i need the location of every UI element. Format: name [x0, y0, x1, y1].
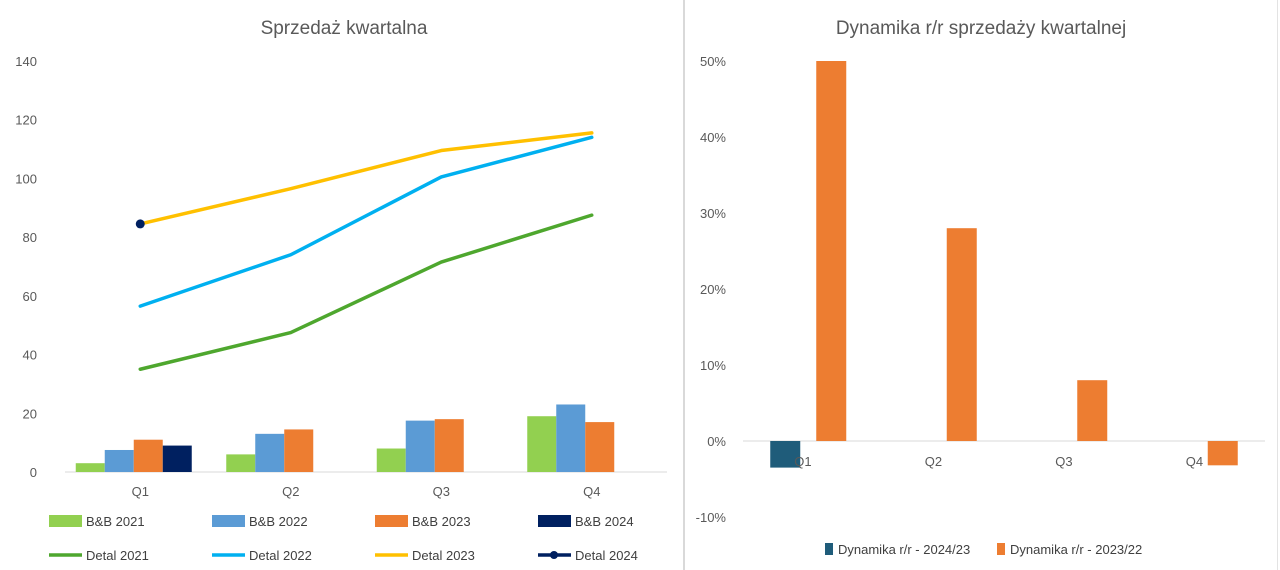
- y-tick-label: 50%: [700, 54, 726, 69]
- y-tick-label: 40: [23, 348, 37, 363]
- bar-yoy-2023-22: [816, 61, 847, 441]
- legend-label: Detal 2024: [575, 548, 638, 563]
- sales-chart: Sprzedaż kwartalna 0 20 40 60 80 100 120 140 Q1 Q2…: [15, 18, 667, 563]
- x-tick-label: Q4: [583, 484, 600, 499]
- y-tick-label: 20%: [700, 282, 726, 297]
- bar-yoy-2023-22: [1077, 380, 1108, 441]
- legend-label: Detal 2022: [249, 548, 312, 563]
- y-tick-label: 80: [23, 230, 37, 245]
- legend-swatch-yoy-2023-22: [997, 543, 1005, 555]
- y-tick-label: -10%: [696, 510, 727, 525]
- y-tick-label: 120: [15, 113, 37, 128]
- left-chart-panel: Sprzedaż kwartalna 0 20 40 60 80 100 120 140 Q1 Q2…: [15, 18, 667, 563]
- legend-label: Dynamika r/r - 2023/22: [1010, 542, 1142, 557]
- y-tick-label: 40%: [700, 130, 726, 145]
- legend-swatch-yoy-2024-23: [825, 543, 833, 555]
- line-detal-2021: [138, 213, 594, 371]
- legend-swatch-b-b-2022: [212, 515, 245, 527]
- bar-b-b-2023: [133, 439, 163, 472]
- x-tick-label: Q2: [282, 484, 299, 499]
- legend-label: B&B 2022: [249, 514, 308, 529]
- bar-b-b-2022: [255, 433, 285, 472]
- bar-b-b-2021: [527, 416, 557, 472]
- chart-title: Dynamika r/r sprzedaży kwartalnej: [836, 18, 1126, 39]
- legend-label: B&B 2021: [86, 514, 145, 529]
- bar-b-b-2023: [284, 429, 314, 472]
- x-tick-label: Q3: [1055, 454, 1072, 469]
- bar-b-b-2021: [75, 463, 105, 472]
- legend-label: Dynamika r/r - 2024/23: [838, 542, 970, 557]
- chart-title: Sprzedaż kwartalna: [261, 18, 428, 39]
- bar-b-b-2021: [226, 454, 256, 472]
- legend-marker-detal-2024: [550, 551, 558, 559]
- line-detal-2023: [138, 131, 594, 226]
- bar-yoy-2023-22: [946, 228, 977, 441]
- right-chart-panel: Dynamika r/r sprzedaży kwartalnej -10% 0% 1…: [685, 0, 1280, 570]
- y-tick-label: 0: [30, 465, 37, 480]
- panel-divider: [683, 0, 685, 570]
- bar-b-b-2024: [162, 445, 192, 472]
- bar-b-b-2023: [434, 419, 464, 472]
- y-tick-label: 0%: [707, 434, 726, 449]
- y-tick-label: 60: [23, 289, 37, 304]
- legend-swatch-b-b-2023: [375, 515, 408, 527]
- bar-yoy-2024-23: [770, 441, 801, 468]
- point-detal-2024: [135, 219, 145, 229]
- legend-label: Detal 2023: [412, 548, 475, 563]
- y-tick-label: 10%: [700, 358, 726, 373]
- x-tick-label: Q2: [925, 454, 942, 469]
- x-tick-label: Q3: [433, 484, 450, 499]
- y-tick-label: 20: [23, 406, 37, 421]
- y-tick-label: 30%: [700, 206, 726, 221]
- legend-label: Detal 2021: [86, 548, 149, 563]
- bar-b-b-2023: [585, 422, 615, 472]
- bar-b-b-2022: [104, 449, 134, 472]
- legend-label: B&B 2023: [412, 514, 471, 529]
- x-tick-label: Q1: [132, 484, 149, 499]
- x-tick-label: Q1: [794, 454, 811, 469]
- bar-b-b-2021: [376, 448, 406, 472]
- legend-swatch-b-b-2024: [538, 515, 571, 527]
- x-tick-label: Q4: [1186, 454, 1203, 469]
- y-tick-label: 140: [15, 54, 37, 69]
- y-tick-label: 100: [15, 171, 37, 186]
- bar-b-b-2022: [405, 420, 435, 472]
- legend-swatch-b-b-2021: [49, 515, 82, 527]
- yoy-growth-chart: Dynamika r/r sprzedaży kwartalnej -10% 0% 1…: [696, 18, 1265, 557]
- legend-label: B&B 2024: [575, 514, 634, 529]
- sheet-gridline: [1277, 0, 1278, 570]
- bar-yoy-2023-22: [1207, 441, 1238, 466]
- line-detal-2022: [138, 135, 594, 308]
- bar-b-b-2022: [556, 404, 586, 472]
